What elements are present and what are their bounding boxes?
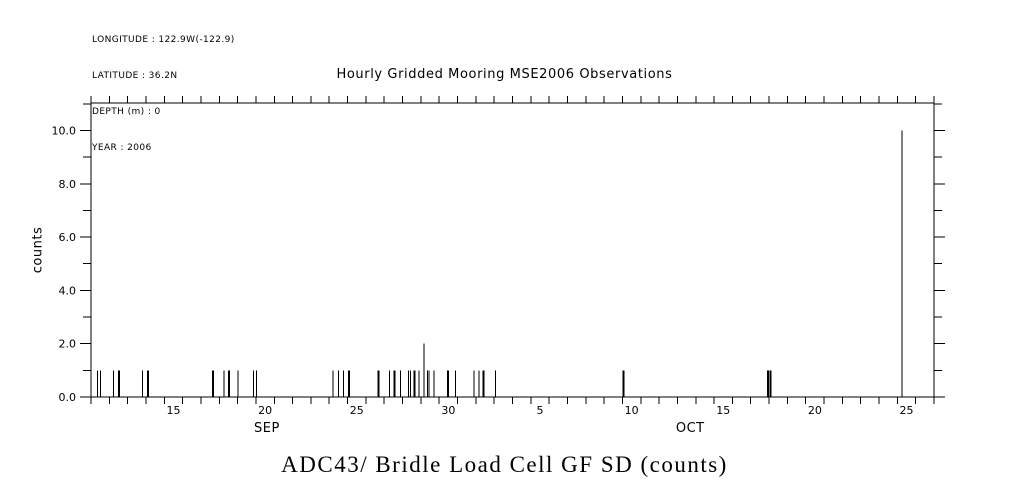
x-tick-label: 25 [350, 404, 364, 417]
data-spike [423, 343, 425, 397]
data-spike [228, 370, 230, 397]
data-spike [237, 370, 239, 397]
data-spike [343, 370, 344, 397]
data-spike [408, 370, 410, 397]
data-spike [332, 370, 334, 397]
y-tick-label: 10.0 [52, 124, 77, 137]
data-spike [253, 370, 255, 397]
y-tick-label: 6.0 [59, 231, 77, 244]
data-spike [96, 370, 98, 397]
x-tick-label: 15 [166, 404, 180, 417]
x-tick-label: 25 [900, 404, 914, 417]
data-spike [410, 370, 412, 397]
data-spike [255, 370, 257, 397]
data-spike [223, 370, 225, 397]
data-spike [377, 370, 380, 397]
data-spike [212, 370, 215, 397]
x-tick-label: 30 [441, 404, 455, 417]
data-spike [426, 370, 428, 397]
data-spike [478, 370, 480, 397]
x-tick-label: 15 [716, 404, 730, 417]
data-spike [147, 370, 149, 397]
data-spike [112, 370, 114, 397]
data-spike [337, 370, 339, 397]
data-spike [482, 370, 485, 397]
x-tick-label: 10 [625, 404, 639, 417]
x-tick-label: 5 [536, 404, 543, 417]
data-spike [393, 370, 396, 397]
header-depth: DEPTH (m) : 0 [92, 107, 161, 117]
header-year: YEAR : 2006 [92, 143, 152, 153]
data-spike [769, 370, 772, 397]
header-latitude: LATITUDE : 36.2N [92, 71, 178, 81]
data-spike [473, 370, 475, 397]
data-spike [622, 370, 625, 397]
data-spike [413, 370, 416, 397]
data-spike [100, 370, 102, 397]
month-label: SEP [254, 421, 280, 436]
x-tick-label: 20 [258, 404, 272, 417]
data-spike [418, 370, 420, 397]
data-spike [433, 370, 435, 397]
y-tick-label: 8.0 [59, 178, 77, 191]
y-tick-label: 0.0 [59, 391, 77, 404]
data-spike [141, 370, 143, 397]
data-spike [117, 370, 120, 397]
chart-title: Hourly Gridded Mooring MSE2006 Observati… [336, 67, 673, 82]
data-spike [495, 370, 496, 397]
data-spike [766, 370, 769, 397]
header-longitude: LONGITUDE : 122.9W(-122.9) [92, 35, 235, 45]
y-tick-label: 4.0 [59, 284, 77, 297]
data-spike [447, 370, 450, 397]
data-spike [901, 130, 903, 397]
y-tick-label: 2.0 [59, 338, 77, 351]
data-spike [428, 370, 430, 397]
data-spike [399, 370, 401, 397]
data-spike [347, 370, 350, 397]
data-spike [388, 370, 390, 397]
header-info-block: LONGITUDE : 122.9W(-122.9) LATITUDE : 36… [92, 10, 235, 178]
month-label: OCT [676, 421, 705, 436]
x-tick-label: 20 [808, 404, 822, 417]
figure-caption: ADC43/ Bridle Load Cell GF SD (counts) [281, 452, 728, 477]
data-spike [455, 370, 456, 397]
